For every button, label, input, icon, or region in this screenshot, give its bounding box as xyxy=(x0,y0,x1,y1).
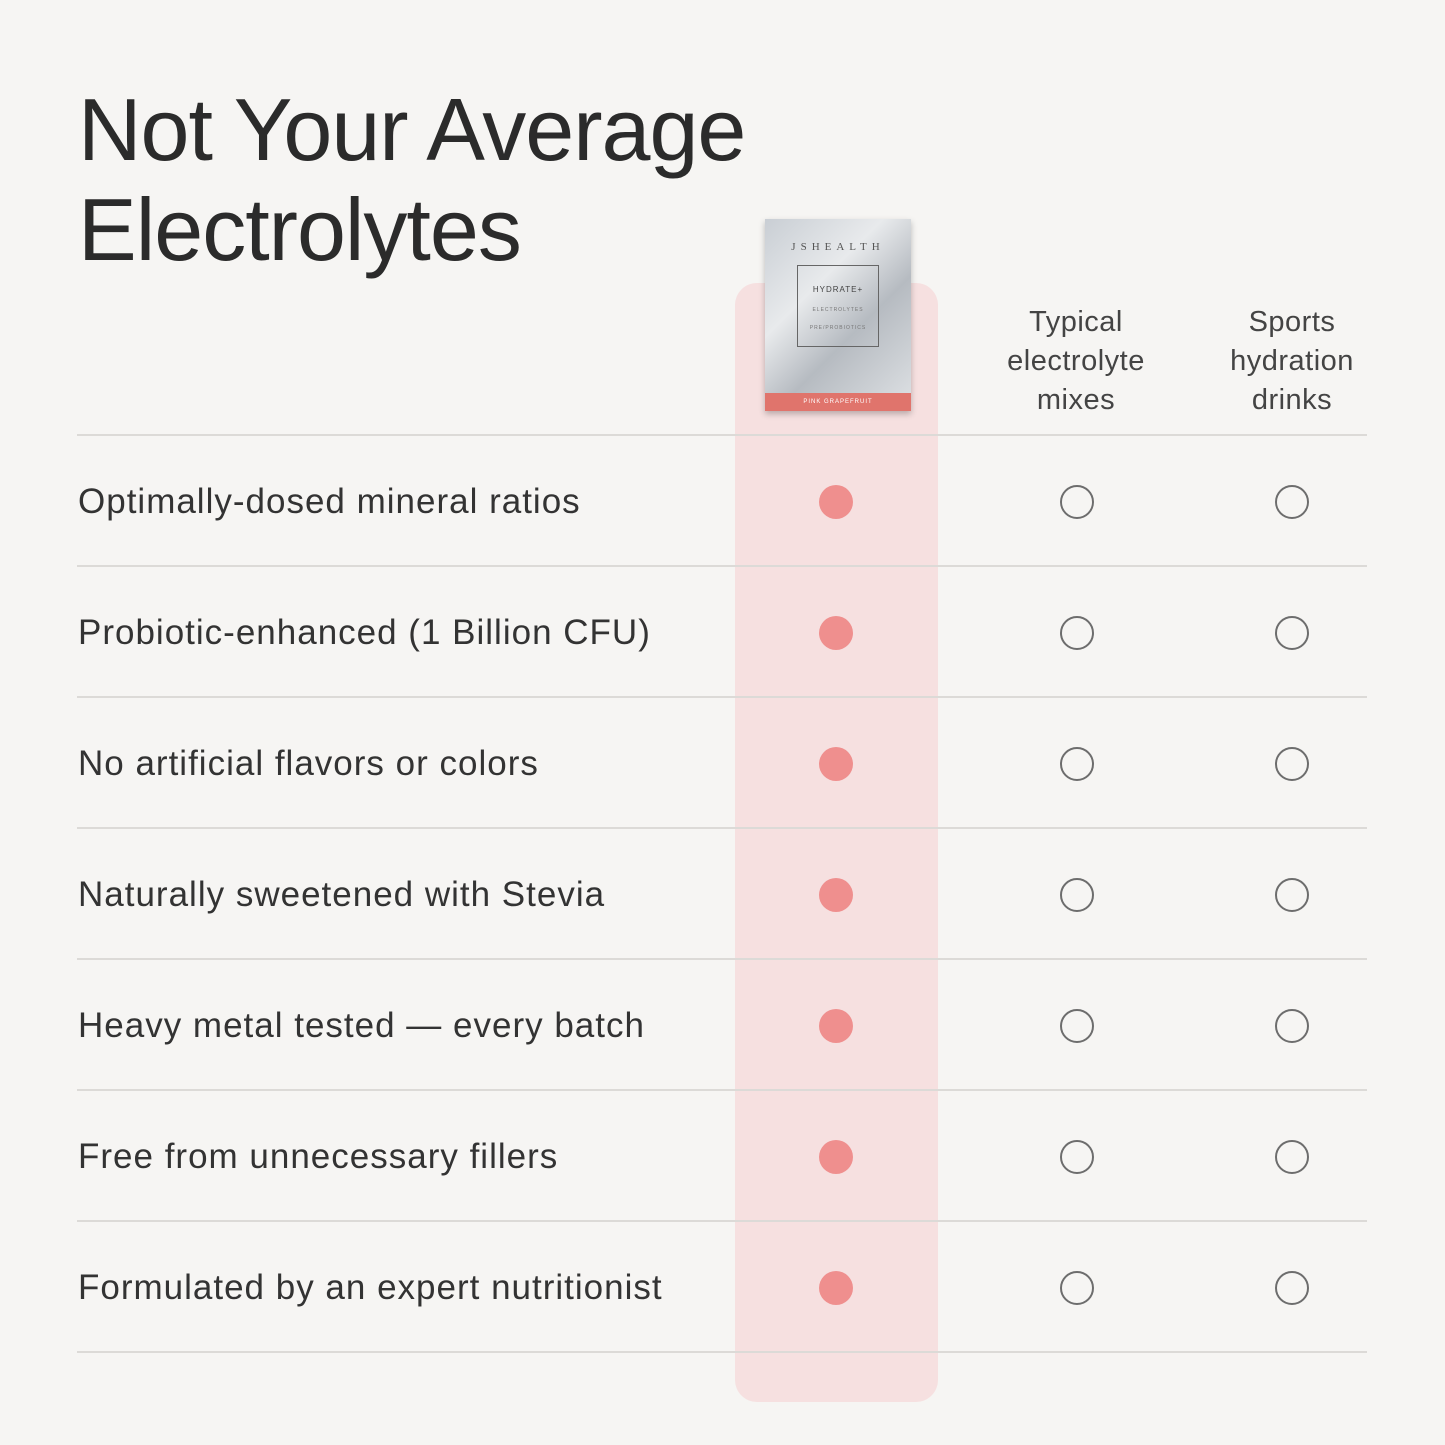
check-filled-dot-icon xyxy=(819,1139,853,1174)
row-divider xyxy=(77,1351,1367,1353)
column-header-sports: Sports hydration drinks xyxy=(1182,303,1402,420)
column-header-line: electrolyte xyxy=(1007,345,1145,377)
feature-label: Heavy metal tested — every batch xyxy=(78,1005,645,1045)
empty-circle-icon xyxy=(1060,615,1094,650)
check-filled-dot-icon xyxy=(819,1008,853,1043)
row-divider xyxy=(77,958,1367,960)
check-filled-dot-icon xyxy=(819,746,853,781)
page-title: Not Your Average Electrolytes xyxy=(78,80,746,280)
empty-circle-icon xyxy=(1275,1139,1309,1174)
row-divider xyxy=(77,434,1367,436)
check-filled-dot-icon xyxy=(819,615,853,650)
column-header-line: hydration xyxy=(1230,345,1354,377)
empty-circle-icon xyxy=(1275,484,1309,519)
sachet-sub-2: PRE/PROBIOTICS xyxy=(809,325,867,331)
title-line-1: Not Your Average xyxy=(78,80,746,179)
sachet-sub-1: ELECTROLYTES xyxy=(812,307,864,313)
sachet-flavor-band: PINK GRAPEFRUIT xyxy=(765,393,911,411)
empty-circle-icon xyxy=(1275,615,1309,650)
row-divider xyxy=(77,827,1367,829)
column-header-line: Typical xyxy=(1029,306,1123,338)
feature-label: Formulated by an expert nutritionist xyxy=(78,1267,663,1307)
product-sachet-image: JSHEALTH HYDRATE+ ELECTROLYTES PRE/PROBI… xyxy=(765,219,911,411)
title-line-2: Electrolytes xyxy=(78,180,522,279)
column-header-line: mixes xyxy=(1036,384,1116,416)
column-header-line: drinks xyxy=(1251,384,1333,416)
feature-label: No artificial flavors or colors xyxy=(78,743,539,783)
check-filled-dot-icon xyxy=(819,1270,853,1305)
feature-label: Optimally-dosed mineral ratios xyxy=(78,481,581,521)
empty-circle-icon xyxy=(1060,484,1094,519)
sachet-frame xyxy=(797,265,879,347)
row-divider xyxy=(77,696,1367,698)
feature-label: Naturally sweetened with Stevia xyxy=(78,874,606,914)
empty-circle-icon xyxy=(1275,746,1309,781)
row-divider xyxy=(77,1089,1367,1091)
feature-label: Free from unnecessary fillers xyxy=(78,1136,559,1176)
empty-circle-icon xyxy=(1060,1270,1094,1305)
column-header-typical: Typical electrolyte mixes xyxy=(966,303,1186,420)
empty-circle-icon xyxy=(1275,877,1309,912)
check-filled-dot-icon xyxy=(819,484,853,519)
empty-circle-icon xyxy=(1060,746,1094,781)
empty-circle-icon xyxy=(1275,1270,1309,1305)
feature-label: Probiotic-enhanced (1 Billion CFU) xyxy=(78,612,651,652)
sachet-brand: JSHEALTH xyxy=(791,241,885,253)
check-filled-dot-icon xyxy=(819,877,853,912)
sachet-product-name: HYDRATE+ xyxy=(812,285,864,294)
column-header-line: Sports xyxy=(1248,306,1336,338)
row-divider xyxy=(77,565,1367,567)
empty-circle-icon xyxy=(1060,1008,1094,1043)
product-column-highlight xyxy=(735,283,938,1402)
empty-circle-icon xyxy=(1060,1139,1094,1174)
row-divider xyxy=(77,1220,1367,1222)
empty-circle-icon xyxy=(1275,1008,1309,1043)
empty-circle-icon xyxy=(1060,877,1094,912)
